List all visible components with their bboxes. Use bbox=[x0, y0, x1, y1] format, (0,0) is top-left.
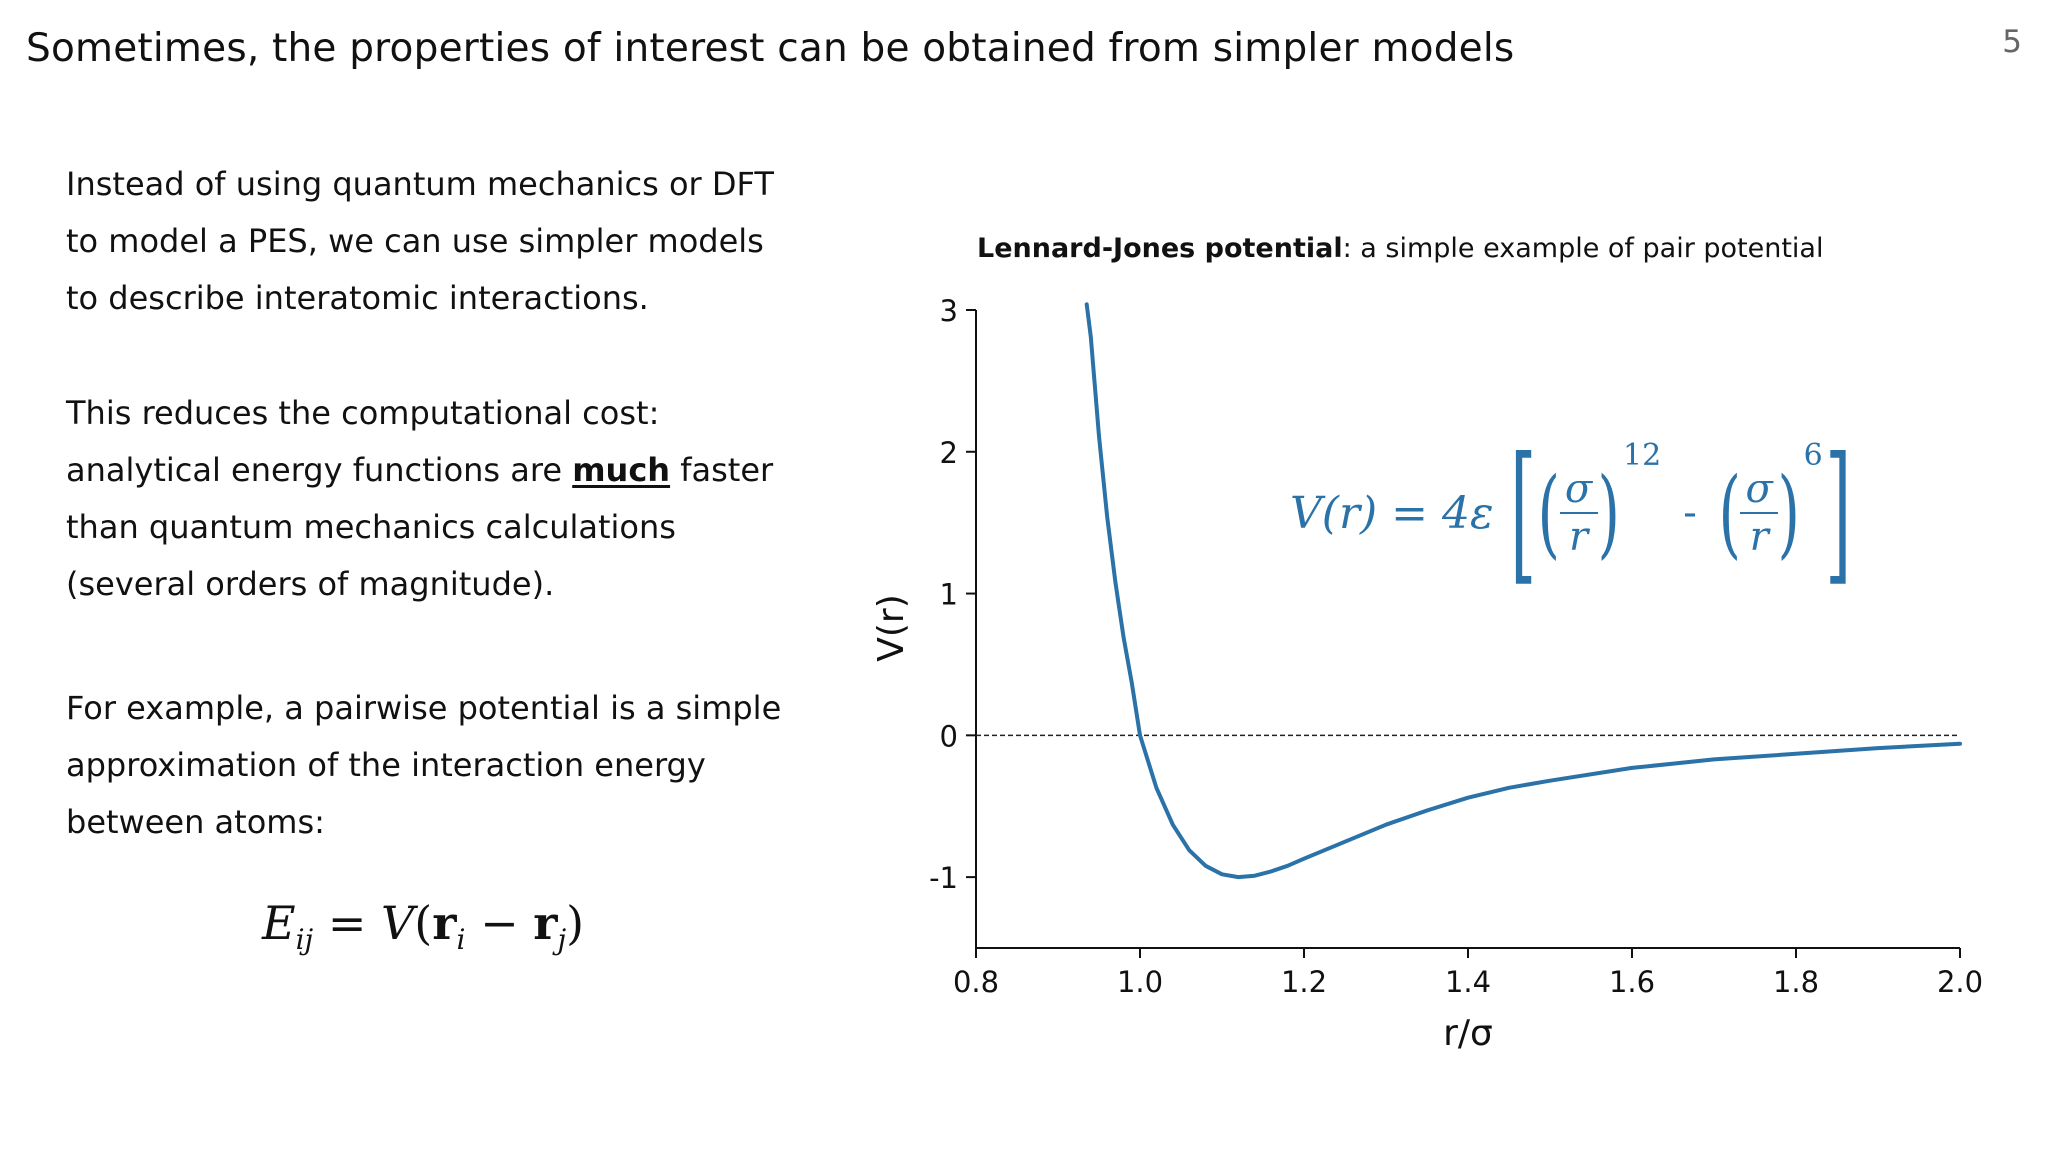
y-tick-label: 0 bbox=[940, 719, 958, 753]
x-tick-label: 1.6 bbox=[1609, 965, 1655, 999]
series-layer bbox=[976, 302, 1962, 880]
sigma-over-r: σ r bbox=[1740, 466, 1779, 560]
text-line: between atoms: bbox=[66, 803, 325, 841]
x-tick-label: 2.0 bbox=[1937, 965, 1983, 999]
formula-vector: r bbox=[432, 896, 457, 950]
text-line: to describe interatomic interactions. bbox=[66, 279, 649, 317]
emphasis-much: much bbox=[572, 451, 671, 489]
example-paragraph: For example, a pairwise potential is a s… bbox=[66, 680, 781, 851]
pair-potential-formula: Eij = V(ri − rj) bbox=[262, 896, 585, 957]
frac-bar bbox=[1559, 512, 1598, 514]
formula-symbol: E bbox=[262, 896, 296, 950]
formula-equals: = bbox=[327, 896, 367, 950]
x-axis-label: r/σ bbox=[1443, 1013, 1493, 1054]
intro-paragraph: Instead of using quantum mechanics or DF… bbox=[66, 156, 774, 327]
formula-subscript: j bbox=[557, 923, 567, 957]
frac-bar bbox=[1740, 512, 1779, 514]
right-paren: ) bbox=[1777, 457, 1801, 569]
formula-minus: − bbox=[480, 896, 519, 950]
text-fragment: faster bbox=[670, 451, 774, 489]
formula-subscript: ij bbox=[295, 923, 314, 957]
chart-title: Lennard-Jones potential: a simple exampl… bbox=[977, 233, 1823, 264]
lj-potential-curve bbox=[1084, 302, 1962, 880]
exponent-12: 12 bbox=[1623, 438, 1662, 473]
text-fragment: analytical energy functions are bbox=[66, 451, 573, 489]
lj-formula: V(r) = 4ε [ ( σ r ) 12 - ( σ r ) 6 ] bbox=[1290, 438, 1853, 588]
text-line: analytical energy functions are much fas… bbox=[66, 442, 773, 499]
lj-formula-lhs: V(r) = 4ε bbox=[1290, 487, 1494, 539]
formula-function: V bbox=[381, 896, 415, 950]
chart-title-rest: : a simple example of pair potential bbox=[1342, 233, 1824, 264]
right-paren: ) bbox=[1597, 457, 1620, 569]
left-paren: ( bbox=[1537, 457, 1561, 569]
y-tick-label: -1 bbox=[929, 861, 958, 895]
x-tick-label: 1.4 bbox=[1445, 965, 1491, 999]
text-line: (several orders of magnitude). bbox=[66, 565, 555, 603]
y-tick-label: 1 bbox=[940, 578, 958, 612]
frac-numerator: σ bbox=[1745, 466, 1773, 512]
frac-denominator: r bbox=[1749, 514, 1769, 560]
text-line: For example, a pairwise potential is a s… bbox=[66, 689, 782, 727]
frac-denominator: r bbox=[1569, 514, 1589, 560]
y-tick-label: 2 bbox=[940, 436, 958, 470]
chart-title-bold: Lennard-Jones potential bbox=[977, 233, 1343, 264]
text-line: than quantum mechanics calculations bbox=[66, 508, 676, 546]
text-line: approximation of the interaction energy bbox=[66, 746, 706, 784]
formula-subscript: i bbox=[456, 923, 466, 957]
text-line: to model a PES, we can use simpler model… bbox=[66, 222, 764, 260]
formula-vector: r bbox=[533, 896, 558, 950]
cost-paragraph: This reduces the computational cost: ana… bbox=[66, 385, 773, 613]
text-line: This reduces the computational cost: bbox=[66, 394, 660, 432]
left-bracket: [ bbox=[1509, 426, 1537, 600]
axes: 3 2 1 0 -1 0.8 1.0 1.2 1.4 1.6 1.8 2.0 r/σ V(r) bbox=[871, 294, 1983, 1054]
x-tick-label: 0.8 bbox=[953, 965, 999, 999]
text-line: Instead of using quantum mechanics or DF… bbox=[66, 165, 774, 203]
page-number: 5 bbox=[2002, 24, 2022, 60]
left-paren: ( bbox=[1718, 457, 1741, 569]
y-axis-label: V(r) bbox=[871, 594, 912, 662]
x-tick-label: 1.0 bbox=[1117, 965, 1163, 999]
exponent-6: 6 bbox=[1803, 438, 1823, 473]
frac-numerator: σ bbox=[1564, 466, 1593, 512]
x-tick-label: 1.8 bbox=[1773, 965, 1819, 999]
x-tick-label: 1.2 bbox=[1281, 965, 1327, 999]
formula-minus: - bbox=[1683, 490, 1697, 536]
right-bracket: ] bbox=[1824, 426, 1852, 600]
y-tick-label: 3 bbox=[940, 294, 958, 328]
sigma-over-r: σ r bbox=[1559, 466, 1598, 560]
slide-title: Sometimes, the properties of interest ca… bbox=[26, 26, 1515, 71]
